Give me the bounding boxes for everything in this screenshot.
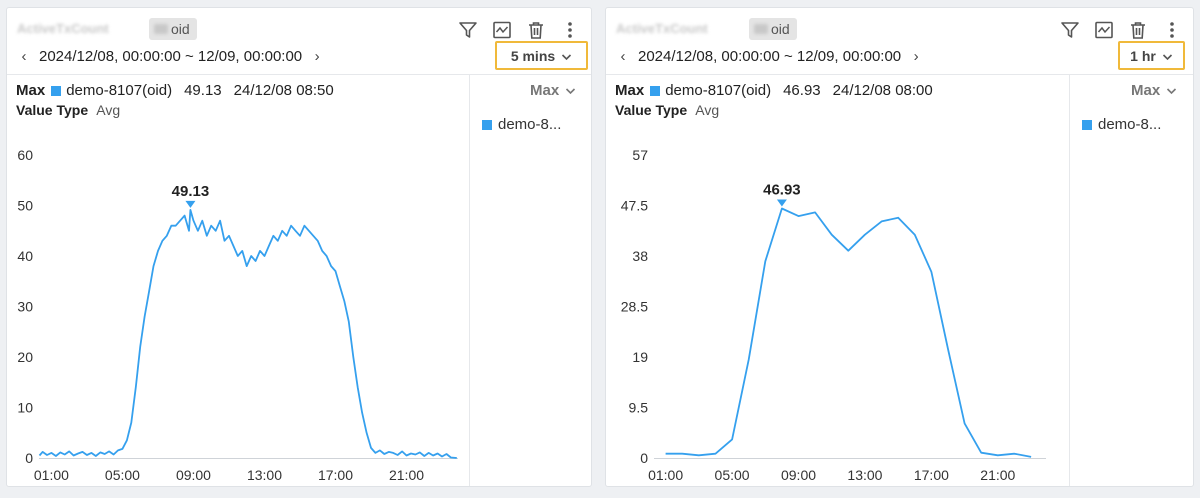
peak-marker [185,200,196,208]
date-range-text[interactable]: 2024/12/08, 00:00:00 ~ 12/09, 00:00:00 [638,47,902,65]
legend-item[interactable]: demo-8... [1082,116,1161,133]
x-tick-label: 05:00 [715,467,750,483]
y-tick-label: 38 [632,248,648,264]
interval-value: 1 hr [1130,47,1156,64]
panel-toolbar [456,18,581,42]
max-value: 49.13 [184,82,222,99]
chevron-down-icon [561,48,572,64]
chart-panel-1hr: ActiveTxCount oid ‹ 2024/12/08, 00:00:00… [605,7,1194,487]
x-tick-label: 01:00 [34,467,69,483]
panel-header: ActiveTxCount oid [15,18,581,42]
max-series: demo-8107(oid) [665,82,772,99]
legend-swatch [482,119,492,130]
value-type-value: Avg [96,102,121,118]
legend-item-label: demo-8... [1098,116,1162,133]
oid-label: oid [771,21,790,37]
x-tick-label: 09:00 [781,467,816,483]
max-value: 46.93 [783,82,821,99]
chevron-down-icon [1166,82,1177,99]
x-tick-label: 17:00 [318,467,353,483]
chart-type-icon[interactable] [1092,19,1115,41]
chevron-down-icon [1162,48,1173,64]
legend-sort-dropdown[interactable]: Max [1131,82,1177,99]
interval-dropdown[interactable]: 1 hr [1118,41,1185,70]
chart-panel-5min: ActiveTxCount oid ‹ 2024/12/08, 00:00:00… [6,7,592,487]
value-type-label: Value Type [615,102,688,118]
max-summary: Max demo-8107(oid) 49.13 24/12/08 08:50 [16,82,334,99]
x-tick-label: 13:00 [247,467,282,483]
chart-type-icon[interactable] [490,19,513,41]
x-tick-label: 09:00 [176,467,211,483]
filter-icon[interactable] [1058,19,1081,41]
max-label: Max [16,82,46,99]
more-vertical-icon[interactable] [1160,19,1183,41]
max-series: demo-8107(oid) [66,82,173,99]
y-tick-label: 47.5 [621,198,648,214]
y-tick-label: 50 [17,198,33,214]
x-tick-label: 21:00 [389,467,424,483]
prev-range-icon[interactable]: ‹ [620,47,626,65]
peak-value-label: 49.13 [172,183,210,200]
value-type-value: Avg [695,102,720,118]
interval-value: 5 mins [510,47,556,64]
max-time: 24/12/08 08:50 [233,82,334,99]
y-tick-label: 10 [17,400,33,416]
interval-dropdown[interactable]: 5 mins [495,41,588,70]
x-tick-label: 17:00 [914,467,949,483]
delete-icon[interactable] [524,19,547,41]
panel-title: ActiveTxCount [616,21,708,36]
y-tick-label: 0 [25,450,33,466]
y-tick-label: 9.5 [629,400,649,416]
y-tick-label: 19 [632,349,648,365]
line-chart[interactable]: 0 10 20 30 40 50 60 01:00 05:00 09:00 13:00 17:00 21… [7,128,469,487]
series-line[interactable] [38,209,457,459]
x-tick-label: 21:00 [980,467,1015,483]
delete-icon[interactable] [1126,19,1149,41]
date-range-nav: ‹ 2024/12/08, 00:00:00 ~ 12/09, 00:00:00… [616,45,923,67]
panel-toolbar [1058,18,1183,42]
series-line[interactable] [665,207,1032,458]
legend-item[interactable]: demo-8... [482,116,561,133]
panel-header: ActiveTxCount oid [614,18,1183,42]
legend-sort-label: Max [1131,82,1161,99]
value-type-row: Value Type Avg [615,102,719,118]
next-range-icon[interactable]: › [913,47,919,65]
x-tick-label: 13:00 [847,467,882,483]
legend-sort-dropdown[interactable]: Max [530,82,576,99]
y-tick-label: 0 [640,450,648,466]
y-tick-label: 60 [17,147,33,163]
max-time: 24/12/08 08:00 [832,82,933,99]
line-chart[interactable]: 0 9.5 19 28.5 38 47.5 57 01:00 05:00 09:00 13:00 17… [606,128,1068,487]
oid-chip[interactable]: oid [749,18,797,40]
more-vertical-icon[interactable] [558,19,581,41]
peak-marker [776,199,787,207]
filter-icon[interactable] [456,19,479,41]
x-tick-label: 01:00 [648,467,683,483]
oid-label: oid [171,21,190,37]
y-tick-label: 40 [17,248,33,264]
panel-title: ActiveTxCount [17,21,109,36]
max-summary: Max demo-8107(oid) 46.93 24/12/08 08:00 [615,82,933,99]
y-tick-label: 57 [632,147,648,163]
legend-swatch [1082,119,1092,130]
peak-value-label: 46.93 [763,182,801,199]
y-tick-label: 30 [17,299,33,315]
oid-chip[interactable]: oid [149,18,197,40]
date-range-text[interactable]: 2024/12/08, 00:00:00 ~ 12/09, 00:00:00 [39,47,303,65]
legend-item-label: demo-8... [498,116,562,133]
value-type-row: Value Type Avg [16,102,120,118]
date-range-nav: ‹ 2024/12/08, 00:00:00 ~ 12/09, 00:00:00… [17,45,324,67]
series-color-swatch [51,85,62,96]
y-tick-label: 28.5 [621,299,648,315]
y-tick-label: 20 [17,349,33,365]
value-type-label: Value Type [16,102,89,118]
chevron-down-icon [565,82,576,99]
prev-range-icon[interactable]: ‹ [21,47,27,65]
legend-sort-label: Max [530,82,560,99]
max-label: Max [615,82,645,99]
series-color-swatch [650,85,661,96]
next-range-icon[interactable]: › [314,47,320,65]
x-tick-label: 05:00 [105,467,140,483]
